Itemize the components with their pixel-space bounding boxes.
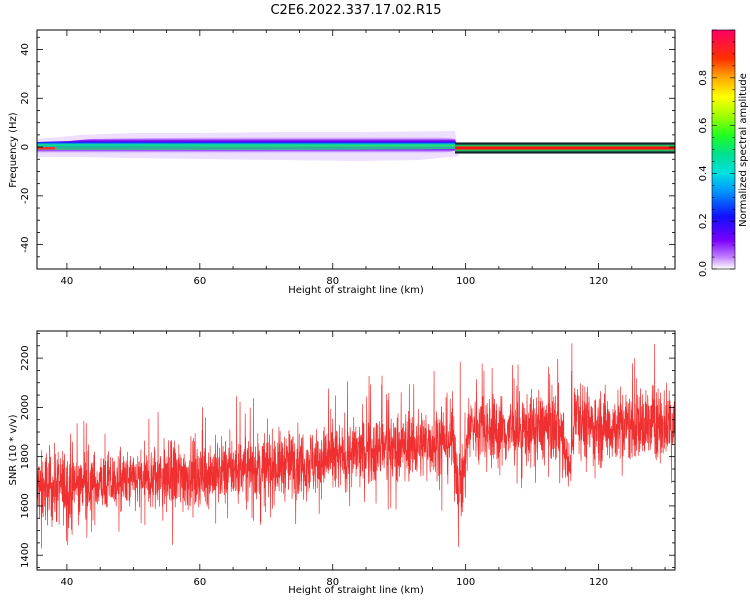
x-tick-label: 120 (589, 276, 608, 287)
spectrogram-image (37, 131, 675, 161)
snr-axes: 40 60 80 100 120 1400 1600 1800 2000 2200 (20, 331, 675, 588)
x-tick-label: 40 (61, 577, 74, 588)
x-tick-label: 80 (326, 577, 339, 588)
colorbar-label: Normalized spectral amplitude (738, 73, 749, 227)
colorbar: 0.0 0.2 0.4 0.6 0.8 Normalized spectral ampl… (698, 29, 749, 277)
spectral-peak-core (37, 147, 55, 150)
spectrogram-axes: 40 60 80 100 120 -40 -20 0 20 40 (20, 30, 675, 287)
colorbar-ticks: 0.0 0.2 0.4 0.6 0.8 (698, 29, 735, 277)
y-tick-label: 20 (20, 92, 31, 105)
y-tick-label: 2200 (20, 345, 31, 370)
colorbar-tick-label: 0.6 (698, 118, 709, 134)
figure-title: C2E6.2022.337.17.02.R15 (270, 3, 441, 18)
y-tick-label: 0 (20, 144, 31, 150)
colorbar-tick-label: 0.2 (698, 213, 709, 229)
spectrogram-ylabel: Frequency (Hz) (8, 112, 19, 188)
spectrogram-xlabel: Height of straight line (km) (288, 285, 424, 296)
y-tick-label: -20 (20, 188, 31, 204)
colorbar-tick-label: 0.0 (698, 261, 709, 277)
snr-xlabel: Height of straight line (km) (288, 585, 424, 596)
x-tick-label: 100 (456, 577, 475, 588)
snr-ylabel: SNR (10 * v/v) (8, 414, 19, 485)
y-tick-label: 1400 (20, 542, 31, 567)
snr-frame (36, 330, 676, 571)
x-tick-label: 60 (193, 577, 206, 588)
x-tick-label: 80 (326, 276, 339, 287)
x-tick-label: 40 (61, 276, 74, 287)
spectrogram-frame (36, 29, 676, 270)
snr-series (37, 343, 675, 549)
colorbar-tick-label: 0.4 (698, 165, 709, 181)
snr-panel: 40 60 80 100 120 1400 1600 1800 2000 2200 Height … (8, 330, 676, 596)
spectral-band-low-altitude (37, 136, 458, 155)
y-tick-label: -40 (20, 236, 31, 252)
x-tick-label: 120 (589, 577, 608, 588)
colorbar-tick-label: 0.8 (698, 70, 709, 86)
spectrogram-panel: 40 60 80 100 120 -40 -20 0 20 40 Height of straig… (8, 29, 676, 296)
x-tick-label: 60 (193, 276, 206, 287)
spectral-peak-low-altitude (37, 144, 455, 150)
snr-line (37, 343, 675, 549)
y-tick-label: 1800 (20, 444, 31, 469)
y-tick-label: 2000 (20, 395, 31, 420)
y-tick-label: 40 (20, 43, 31, 56)
colorbar-gradient (712, 30, 735, 269)
y-tick-label: 1600 (20, 493, 31, 518)
x-tick-label: 100 (456, 276, 475, 287)
